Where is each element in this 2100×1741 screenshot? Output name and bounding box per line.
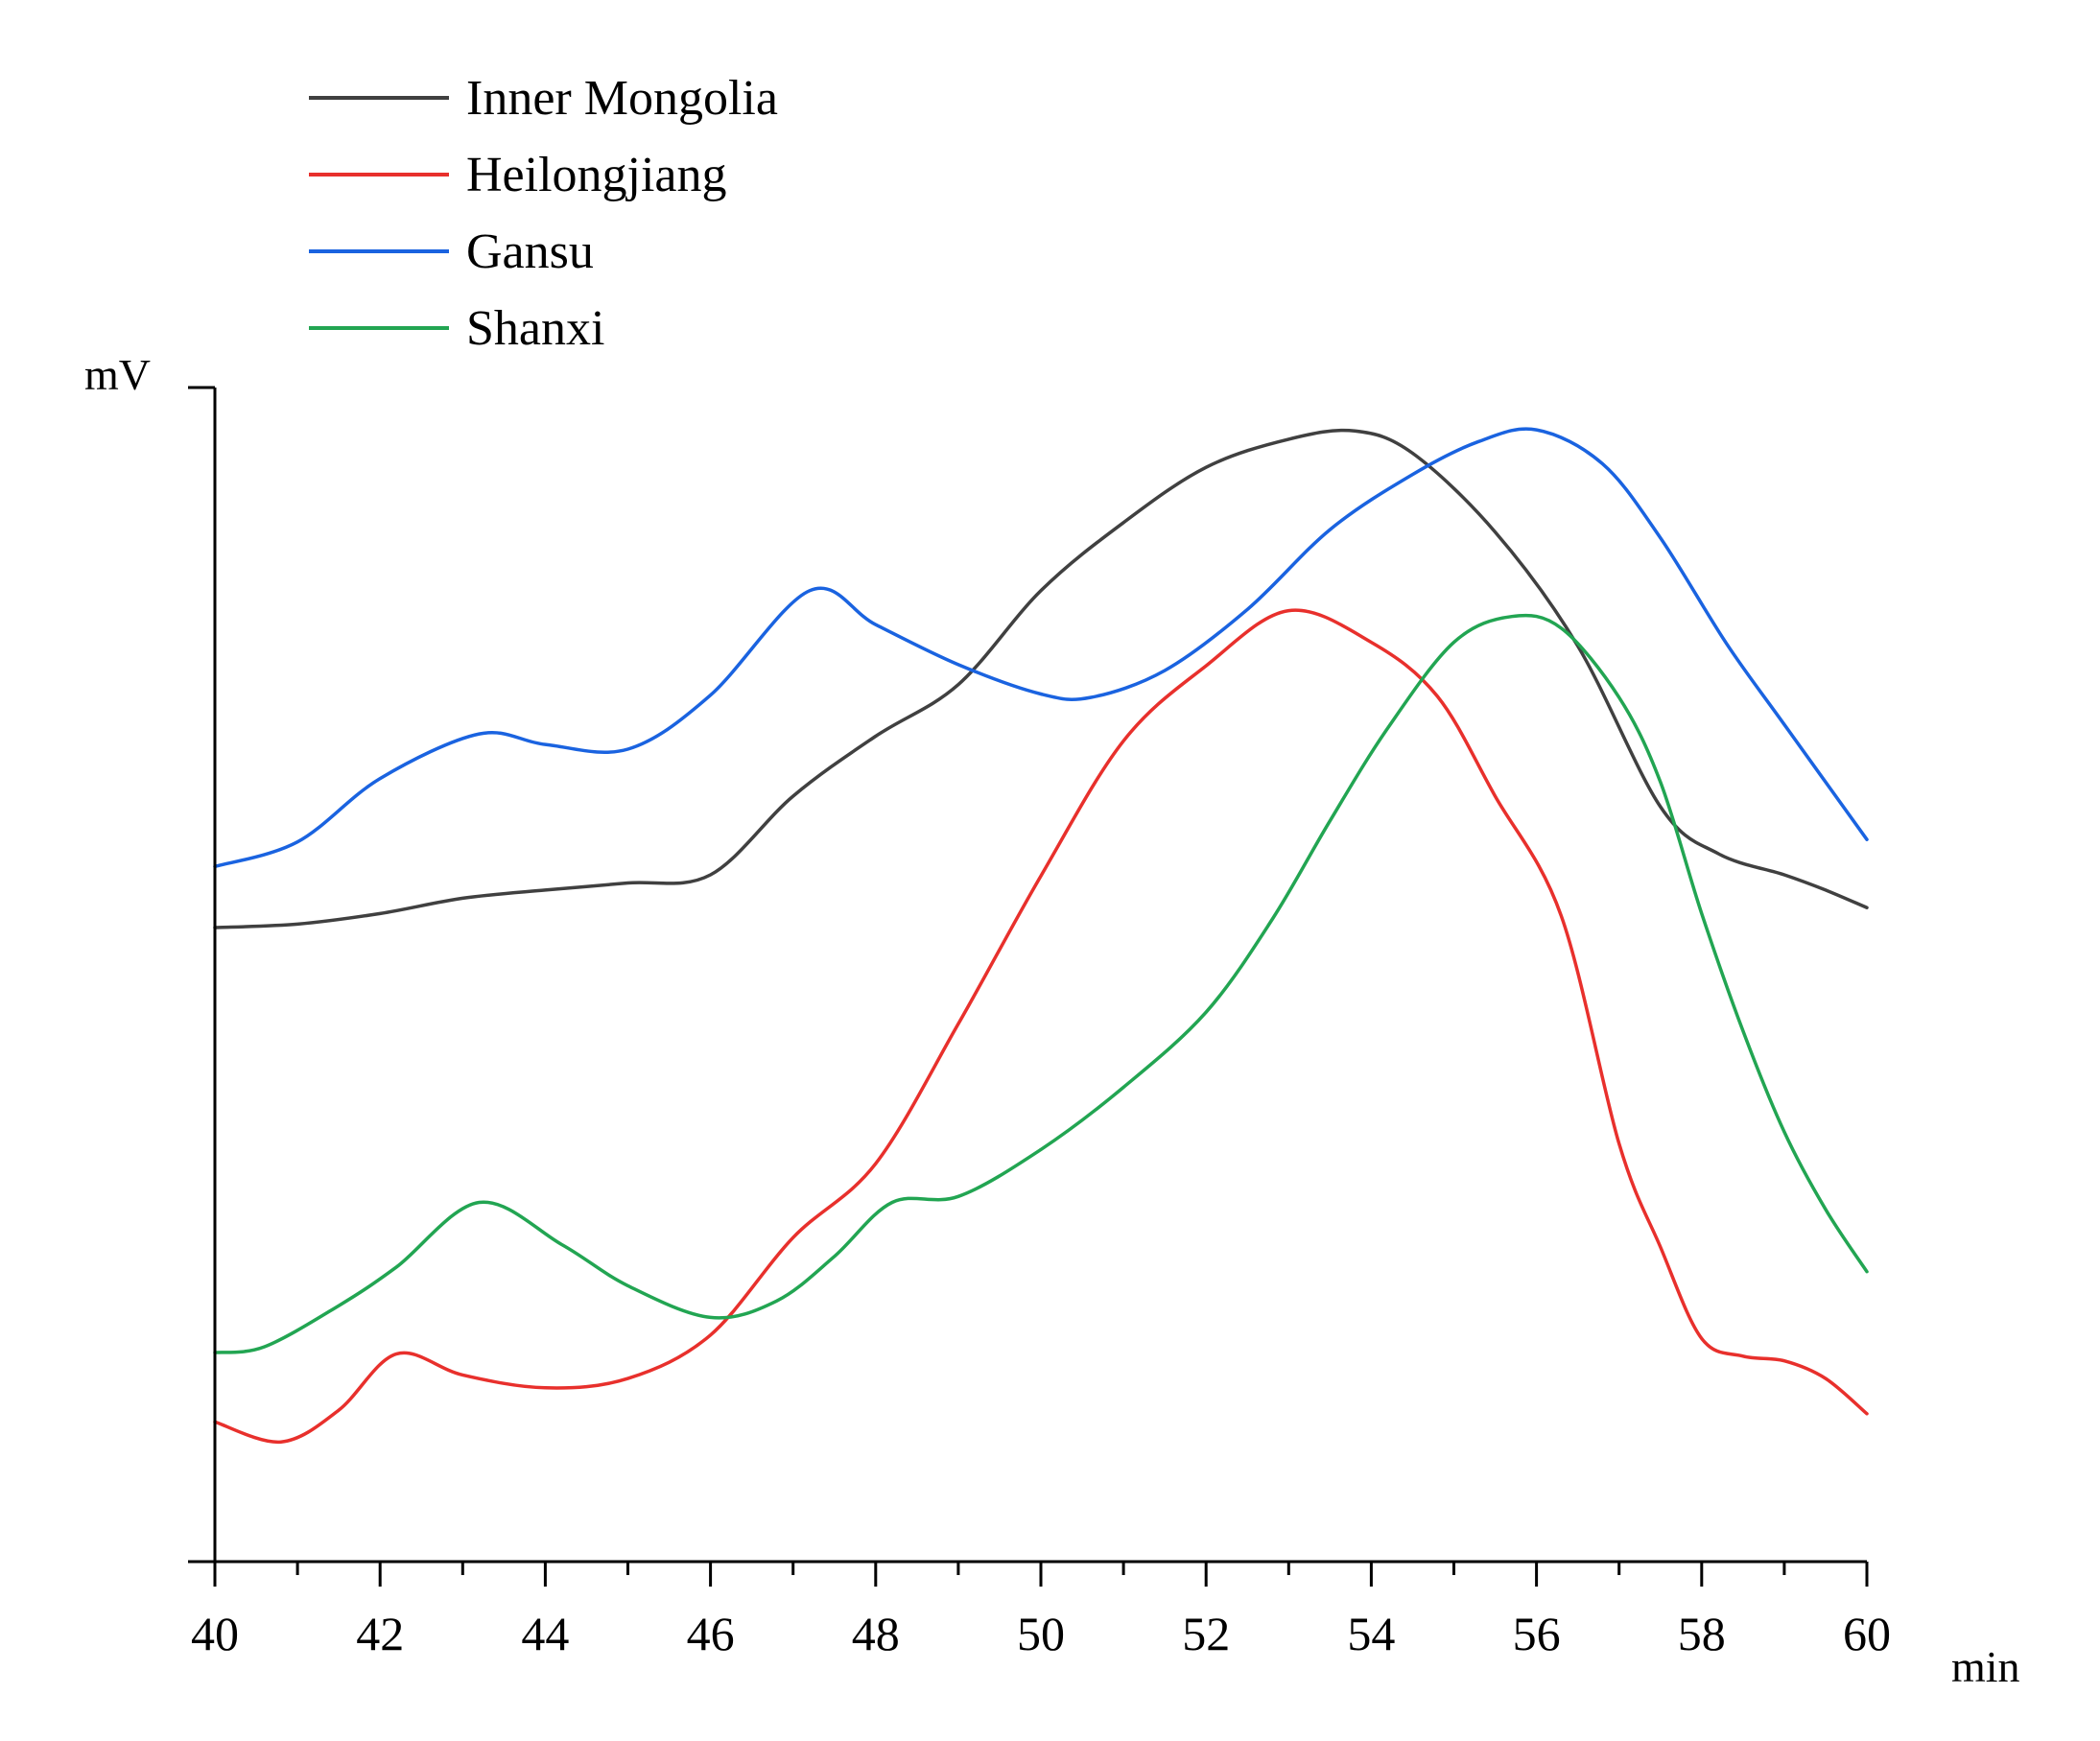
y-axis-label: mV (84, 350, 151, 399)
x-tick-label: 58 (1678, 1607, 1726, 1660)
legend: Inner Mongolia Heilongjiang Gansu Shanxi (309, 71, 778, 356)
plot-area: 40 42 44 46 48 50 52 54 56 58 60 (188, 386, 1891, 1660)
legend-label-shanxi: Shanxi (466, 301, 604, 356)
x-tick-label: 46 (687, 1607, 735, 1660)
x-tick-label: 48 (852, 1607, 900, 1660)
legend-label-inner-mongolia: Inner Mongolia (466, 71, 778, 126)
x-tick-label: 44 (521, 1607, 569, 1660)
x-tick-label: 60 (1843, 1607, 1891, 1660)
x-tick-label: 54 (1347, 1607, 1395, 1660)
x-tick-label: 50 (1017, 1607, 1065, 1660)
series-line-shanxi (213, 613, 1869, 1354)
x-axis-label: min (1951, 1642, 2020, 1691)
x-ticks: 40 42 44 46 48 50 52 54 56 58 60 (191, 1562, 1891, 1660)
x-tick-label: 40 (191, 1607, 239, 1660)
legend-label-gansu: Gansu (466, 224, 594, 279)
series-layer (213, 427, 1869, 1444)
x-tick-label: 52 (1182, 1607, 1230, 1660)
x-tick-label: 42 (356, 1607, 404, 1660)
series-line-gansu (213, 427, 1869, 869)
x-tick-label: 56 (1513, 1607, 1561, 1660)
series-line-heilongjiang (213, 608, 1869, 1444)
series-line-inner-mongolia (213, 428, 1869, 929)
legend-label-heilongjiang: Heilongjiang (466, 148, 727, 202)
